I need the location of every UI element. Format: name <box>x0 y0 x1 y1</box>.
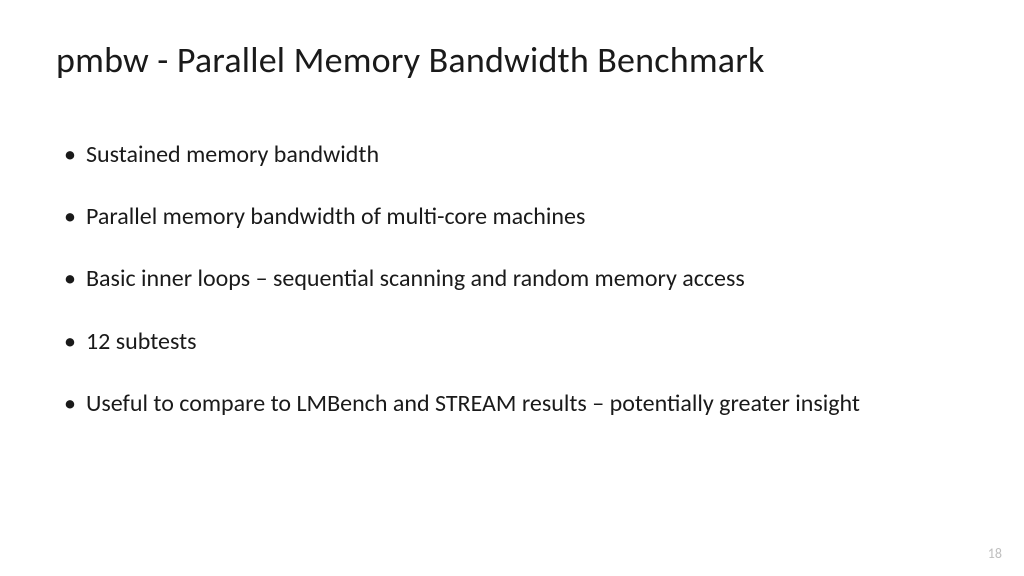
bullet-item: Useful to compare to LMBench and STREAM … <box>82 385 968 422</box>
slide-title: pmbw - Parallel Memory Bandwidth Benchma… <box>56 38 968 82</box>
slide: pmbw - Parallel Memory Bandwidth Benchma… <box>0 0 1024 576</box>
bullet-list: Sustained memory bandwidth Parallel memo… <box>56 136 968 422</box>
bullet-item: Sustained memory bandwidth <box>82 136 968 173</box>
bullet-item: 12 subtests <box>82 323 968 360</box>
page-number: 18 <box>988 545 1002 562</box>
bullet-item: Basic inner loops – sequential scanning … <box>82 260 968 297</box>
bullet-item: Parallel memory bandwidth of multi-core … <box>82 198 968 235</box>
